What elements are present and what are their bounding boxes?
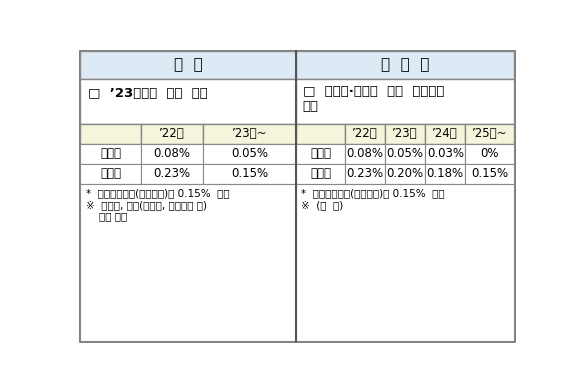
- Text: 0.15%: 0.15%: [472, 167, 509, 180]
- Bar: [80, 123, 141, 144]
- Text: *  농어초특별세(코스피분)는 0.15%  별도: * 농어초특별세(코스피분)는 0.15% 별도: [86, 189, 230, 199]
- Text: 코스닥: 코스닥: [100, 167, 121, 180]
- Bar: [296, 144, 345, 164]
- Bar: [296, 164, 345, 184]
- Text: 조정: 조정: [303, 100, 318, 113]
- Text: ※  (좌  동): ※ (좌 동): [301, 200, 343, 210]
- Bar: [345, 144, 385, 164]
- Text: □  ’23년부터  세율  인하: □ ’23년부터 세율 인하: [88, 87, 208, 100]
- Bar: [80, 164, 141, 184]
- Bar: [296, 79, 514, 123]
- Text: 0.08%: 0.08%: [153, 147, 190, 160]
- Bar: [425, 164, 465, 184]
- Bar: [425, 123, 465, 144]
- Text: 0.05%: 0.05%: [386, 147, 423, 160]
- Text: 0.15%: 0.15%: [231, 167, 268, 180]
- Text: 0.18%: 0.18%: [427, 167, 464, 180]
- Bar: [80, 184, 296, 341]
- Text: 0.08%: 0.08%: [346, 147, 383, 160]
- Bar: [425, 144, 465, 164]
- Text: ’22년: ’22년: [352, 127, 378, 140]
- Text: *  농어초특별세(코스피분)는 0.15%  별도: * 농어초특별세(코스피분)는 0.15% 별도: [301, 189, 445, 199]
- Text: ’22년: ’22년: [159, 127, 184, 140]
- Bar: [80, 79, 296, 123]
- Text: 0.23%: 0.23%: [346, 167, 383, 180]
- Bar: [385, 144, 425, 164]
- Text: 0.03%: 0.03%: [427, 147, 464, 160]
- Bar: [296, 51, 514, 79]
- Bar: [385, 164, 425, 184]
- Text: 0.05%: 0.05%: [231, 147, 268, 160]
- Text: 현행 유지: 현행 유지: [86, 211, 128, 221]
- Text: 개  정  안: 개 정 안: [381, 57, 430, 73]
- Text: □  코스피·코스닥  세율  인하시기: □ 코스피·코스닥 세율 인하시기: [303, 85, 444, 98]
- Bar: [141, 123, 202, 144]
- Bar: [202, 123, 296, 144]
- Text: ’25년~: ’25년~: [472, 127, 508, 140]
- Text: 0.23%: 0.23%: [153, 167, 190, 180]
- Text: 0.20%: 0.20%: [386, 167, 423, 180]
- Text: ※  코넥스, 기타(비상장, 장외거래 등): ※ 코넥스, 기타(비상장, 장외거래 등): [86, 200, 208, 210]
- Bar: [202, 164, 296, 184]
- Bar: [202, 144, 296, 164]
- Bar: [80, 51, 296, 79]
- Text: ’24년: ’24년: [433, 127, 458, 140]
- Bar: [80, 144, 141, 164]
- Bar: [296, 184, 514, 341]
- Text: 현  행: 현 행: [174, 57, 203, 73]
- Bar: [465, 164, 514, 184]
- Bar: [141, 164, 202, 184]
- Bar: [141, 144, 202, 164]
- Bar: [465, 144, 514, 164]
- Bar: [465, 123, 514, 144]
- Text: 코스닥: 코스닥: [310, 167, 331, 180]
- Bar: [296, 123, 345, 144]
- Text: ’23년~: ’23년~: [232, 127, 267, 140]
- Text: ’23년: ’23년: [392, 127, 418, 140]
- Text: 0%: 0%: [481, 147, 499, 160]
- Bar: [385, 123, 425, 144]
- Bar: [345, 164, 385, 184]
- Text: 코스피: 코스피: [100, 147, 121, 160]
- Bar: [345, 123, 385, 144]
- Text: 코스피: 코스피: [310, 147, 331, 160]
